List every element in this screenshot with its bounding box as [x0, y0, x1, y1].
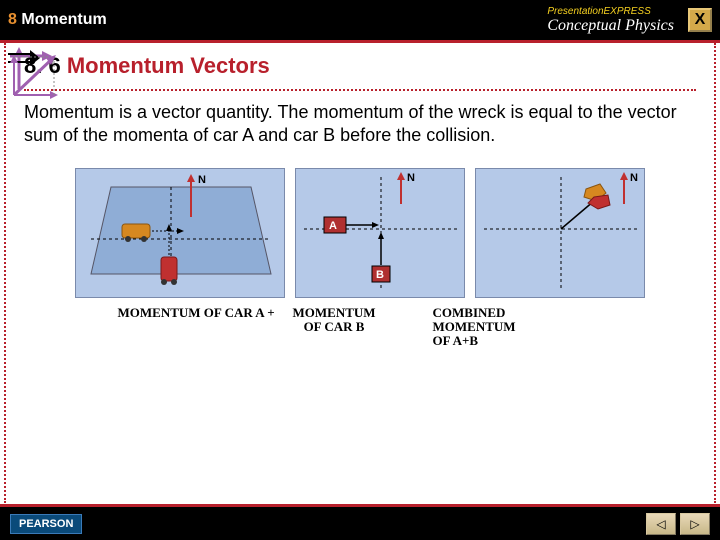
panels-row: N N A B [24, 168, 696, 298]
panel1-svg: N [76, 169, 286, 299]
prev-button[interactable]: ◁ [646, 513, 676, 535]
content-area: 8. 6 Momentum Vectors Momentum is a vect… [4, 43, 716, 503]
top-bar: 8 Momentum PresentationEXPRESS Conceptua… [0, 0, 720, 40]
label-block-1: MOMENTUM OF CAR A + [118, 306, 283, 320]
arrow-combined-icon [6, 43, 86, 103]
label-2-text: MOMENTUM OF CAR B [293, 306, 376, 335]
panel-vectors: N A B [295, 168, 465, 298]
b-box: B [376, 269, 384, 281]
n-label-2: N [407, 172, 415, 184]
panel2-svg: N A B [296, 169, 466, 299]
pearson-logo: PEARSON [10, 514, 82, 534]
title-underline [24, 89, 696, 91]
panel-intersection: N [75, 168, 285, 298]
n-label-1: N [198, 174, 206, 186]
footer-bar: PEARSON ◁ ▷ [0, 504, 720, 540]
n-label-3: N [630, 172, 638, 184]
chapter-label: 8 Momentum [8, 11, 107, 29]
body-text: Momentum is a vector quantity. The momen… [24, 101, 696, 148]
label-block-2: MOMENTUM OF CAR B [293, 306, 423, 335]
panel-result: N [475, 168, 645, 298]
a-box: A [329, 220, 337, 232]
brand-main: Conceptual Physics [547, 17, 674, 35]
section-name: Momentum Vectors [67, 53, 270, 78]
chapter-num: 8 [8, 11, 17, 28]
panel3-svg: N [476, 169, 646, 299]
brand-pre: PresentationEXPRESS [547, 6, 674, 17]
section-title: 8. 6 Momentum Vectors [24, 53, 696, 79]
label-block-3: COMBINED MOMENTUM OF A+B [433, 306, 603, 349]
brand-block: PresentationEXPRESS Conceptual Physics X [547, 6, 712, 35]
labels-row: MOMENTUM OF CAR A + MOMENTUM OF CAR B [24, 306, 696, 349]
nav-buttons: ◁ ▷ [646, 513, 710, 535]
close-button[interactable]: X [688, 8, 712, 32]
chapter-title: Momentum [21, 11, 106, 28]
label-3-text: COMBINED MOMENTUM OF A+B [433, 306, 516, 349]
label-1-text: MOMENTUM OF CAR A + [118, 306, 275, 320]
next-button[interactable]: ▷ [680, 513, 710, 535]
